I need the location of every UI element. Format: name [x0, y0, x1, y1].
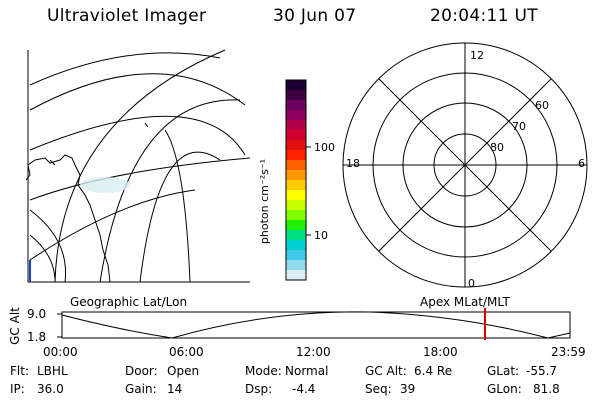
color-bar-swatch: [286, 180, 306, 191]
altitude-y-tick: 9.0: [27, 307, 47, 321]
lat-label-60: 60: [535, 99, 549, 112]
time-label: 20:04:11 UT: [430, 6, 538, 26]
color-bar-swatch: [286, 80, 306, 91]
color-bar-tick-label: 10: [314, 229, 328, 242]
meridian-line: [164, 129, 191, 283]
status-flt-value: LBHL: [37, 364, 68, 378]
auroral-glow: [80, 177, 130, 193]
color-bar: [286, 80, 306, 281]
color-bar-swatch: [286, 190, 306, 201]
altitude-y-tick: 1.8: [27, 330, 47, 344]
color-bar-swatch: [286, 250, 306, 261]
latlon-grid-line: [29, 189, 196, 261]
mlt-label-12: 12: [470, 49, 484, 62]
time-axis-tick: 12:00: [296, 345, 331, 359]
color-bar-swatch: [286, 90, 306, 101]
status-gcalt-label: GC Alt:: [365, 364, 407, 378]
coastline: [27, 154, 111, 283]
status-gcalt-value: 6.4 Re: [414, 364, 453, 378]
latlon-grid-line: [29, 52, 221, 86]
latlon-grid-line: [29, 115, 246, 156]
status-glon-label: GLon:: [487, 382, 522, 396]
color-bar-swatch: [286, 110, 306, 121]
altitude-plot-frame: [61, 311, 571, 339]
status-seq-value: 39: [400, 382, 416, 396]
latlon-grid-line: [29, 157, 251, 201]
status-dsp-value: -4.4: [292, 382, 316, 396]
color-bar-swatch: [286, 240, 306, 251]
meridian-line: [99, 99, 241, 283]
geographic-map: [25, 49, 251, 283]
coastline: [25, 164, 31, 181]
color-bar-swatch: [286, 140, 306, 151]
color-bar-swatch: [286, 260, 306, 271]
time-axis-tick: 00:00: [43, 345, 78, 359]
status-door-value: Open: [167, 364, 200, 378]
color-bar-swatch: [286, 210, 306, 221]
polar-axis: [378, 78, 552, 252]
color-bar-tick-label: 100: [314, 141, 335, 154]
color-bar-swatch: [286, 170, 306, 181]
mlt-label-18: 18: [346, 157, 360, 170]
color-bar-swatch: [286, 270, 306, 281]
meridian-line: [54, 49, 226, 283]
color-bar-swatch: [286, 230, 306, 241]
status-gain-label: Gain:: [125, 382, 157, 396]
coastline: [144, 122, 149, 128]
status-mode-value: Normal: [285, 364, 329, 378]
geographic-label: Geographic Lat/Lon: [70, 295, 188, 309]
color-bar-unit-label: photon cm⁻²s⁻¹: [258, 158, 272, 245]
time-axis-tick: 23:59: [551, 345, 586, 359]
color-bar-swatch: [286, 160, 306, 171]
status-ip-label: IP:: [10, 382, 25, 396]
latlon-grid-line: [29, 73, 246, 111]
color-bar-swatch: [286, 150, 306, 161]
color-bar-swatch: [286, 100, 306, 111]
date-label: 30 Jun 07: [273, 6, 357, 26]
latlon-grid-line: [29, 209, 67, 283]
meridian-line: [139, 151, 221, 283]
apex-label: Apex MLat/MLT: [420, 295, 510, 309]
status-dsp-label: Dsp:: [245, 382, 273, 396]
polar-plot: [342, 42, 588, 288]
status-glat-label: GLat:: [487, 364, 520, 378]
altitude-curve: [61, 311, 571, 339]
color-bar-swatch: [286, 130, 306, 141]
app-title: Ultraviolet Imager: [47, 6, 207, 26]
status-seq-label: Seq:: [365, 382, 392, 396]
color-bar-swatch: [286, 220, 306, 231]
status-glon-value: 81.8: [533, 382, 560, 396]
altitude-plot: [57, 308, 571, 340]
lat-label-80: 80: [490, 141, 504, 154]
status-ip-value: 36.0: [37, 382, 64, 396]
lat-label-70: 70: [512, 120, 526, 133]
color-bar-swatch: [286, 120, 306, 131]
altitude-axis-label: GC Alt: [7, 307, 22, 345]
status-glat-value: -55.7: [526, 364, 558, 378]
color-bar-swatch: [286, 200, 306, 211]
status-door-label: Door:: [125, 364, 158, 378]
time-axis-tick: 18:00: [423, 345, 458, 359]
mlt-label-0: 0: [468, 277, 475, 290]
color-bar-frame: [285, 79, 307, 281]
status-gain-value: 14: [167, 382, 183, 396]
coastline: [49, 159, 56, 166]
status-mode-label: Mode:: [245, 364, 282, 378]
latlon-grid-line: [29, 234, 56, 283]
status-flt-label: Flt:: [10, 364, 29, 378]
mlt-label-6: 6: [578, 157, 585, 170]
time-axis-tick: 06:00: [169, 345, 204, 359]
